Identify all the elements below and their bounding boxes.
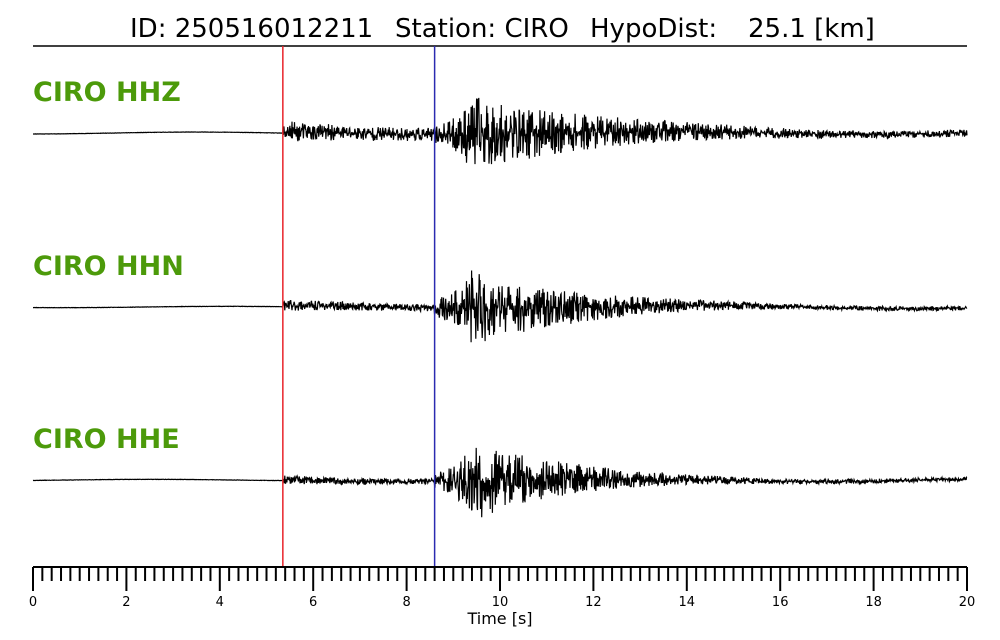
trace-label-hhn: CIRO HHN xyxy=(33,251,184,282)
station-name: Station: CIRO xyxy=(395,14,569,44)
trace-label-hhe: CIRO HHE xyxy=(33,424,180,455)
x-tick-label: 10 xyxy=(492,595,509,610)
figure-title: ID: 250516012211 Station: CIRO HypoDist:… xyxy=(130,14,875,44)
x-tick-label: 2 xyxy=(122,595,130,610)
x-tick-label: 4 xyxy=(216,595,224,610)
x-tick-label: 6 xyxy=(309,595,317,610)
phase-picks xyxy=(282,46,436,567)
x-tick-label: 20 xyxy=(959,595,976,610)
x-tick-label: 12 xyxy=(585,595,602,610)
x-axis-label: Time [s] xyxy=(466,609,532,628)
trace-label-hhz: CIRO HHZ xyxy=(33,77,181,108)
x-axis: 0 2 4 6 8 10 12 14 16 18 20 xyxy=(29,566,976,610)
x-tick-label: 8 xyxy=(402,595,410,610)
traces-group xyxy=(32,97,968,518)
hypodist-label: HypoDist: xyxy=(590,14,717,44)
trace-labels: CIRO HHZ CIRO HHN CIRO HHE xyxy=(33,77,184,455)
x-tick-label: 16 xyxy=(772,595,789,610)
hypodist-value: 25.1 [km] xyxy=(748,14,875,44)
waveform-ciro-hhn xyxy=(33,270,968,343)
x-tick-label: 0 xyxy=(29,595,37,610)
x-tick-label: 14 xyxy=(679,595,696,610)
x-tick-label: 18 xyxy=(865,595,882,610)
event-id: ID: 250516012211 xyxy=(130,14,373,44)
waveform-ciro-hhe xyxy=(32,447,968,518)
waveform-ciro-hhz xyxy=(33,97,968,165)
